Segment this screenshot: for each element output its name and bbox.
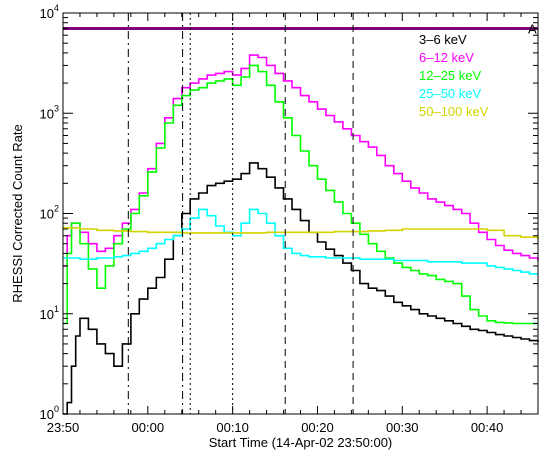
vertical-marker-layer bbox=[127, 13, 354, 414]
x-tick-label-1: 00:00 bbox=[132, 420, 165, 435]
y-axis-title: RHESSI Corrected Count Rate bbox=[10, 124, 25, 302]
legend-entry-1: 6–12 keV bbox=[419, 50, 474, 65]
y-tick-label-3: 103 bbox=[40, 103, 59, 121]
x-tick-label-5: 00:40 bbox=[471, 420, 504, 435]
series-layer bbox=[63, 27, 539, 415]
legend-entry-3: 25–50 keV bbox=[419, 86, 481, 101]
reference-line-annotation: A bbox=[528, 22, 537, 37]
x-axis-title: Start Time (14-Apr-02 23:50:00) bbox=[209, 435, 393, 450]
x-tick-label-3: 00:20 bbox=[301, 420, 334, 435]
series-line-3 bbox=[63, 208, 538, 275]
x-tick-label-2: 00:10 bbox=[216, 420, 249, 435]
axis-layer: 23:50 00:00 00:10 00:20 00:30 00:40 100 101 102 1… bbox=[40, 3, 539, 435]
legend: 3–6 keV 6–12 keV 12–25 keV 25–50 keV 50–100 … bbox=[419, 32, 489, 119]
series-line-2 bbox=[63, 64, 538, 325]
y-tick-label-2: 102 bbox=[40, 204, 59, 222]
y-tick-label-0: 100 bbox=[40, 404, 59, 422]
legend-entry-2: 12–25 keV bbox=[419, 68, 481, 83]
y-tick-label-4: 104 bbox=[40, 3, 59, 21]
y-tick-label-1: 101 bbox=[40, 304, 59, 322]
legend-entry-4: 50–100 keV bbox=[419, 104, 489, 119]
x-tick-label-0: 23:50 bbox=[47, 420, 80, 435]
series-line-0 bbox=[63, 162, 539, 415]
series-line-4 bbox=[63, 227, 539, 240]
legend-entry-0: 3–6 keV bbox=[419, 32, 467, 47]
x-tick-label-4: 00:30 bbox=[386, 420, 419, 435]
